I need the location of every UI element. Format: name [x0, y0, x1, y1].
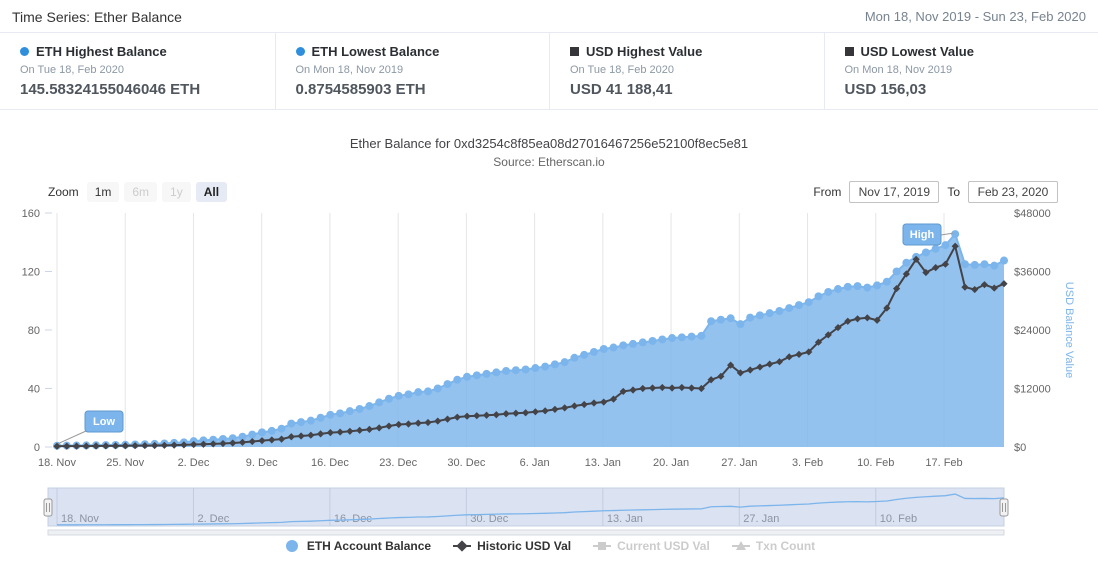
- svg-text:80: 80: [28, 325, 40, 337]
- svg-text:Low: Low: [93, 416, 115, 428]
- svg-text:16. Dec: 16. Dec: [311, 457, 349, 469]
- zoom-label: Zoom: [48, 185, 79, 199]
- stat-value: USD 41 188,41: [570, 81, 673, 98]
- zoom-button-1m[interactable]: 1m: [86, 182, 120, 202]
- legend-label: Txn Count: [755, 539, 816, 553]
- svg-text:$12000: $12000: [1014, 384, 1051, 396]
- header-date-range: Mon 18, Nov 2019 - Sun 23, Feb 2020: [864, 9, 1086, 24]
- stat-value: USD 156,03: [844, 81, 927, 98]
- svg-text:40: 40: [28, 384, 40, 396]
- page-header: Time Series: Ether Balance Mon 18, Nov 2…: [0, 0, 1098, 32]
- navigator-scrollbar[interactable]: [47, 529, 1005, 536]
- svg-text:10. Feb: 10. Feb: [880, 513, 917, 525]
- stat-card-usd-highest: USD Highest Value On Tue 18, Feb 2020 US…: [549, 33, 824, 109]
- svg-text:$24000: $24000: [1014, 325, 1051, 337]
- stat-label: ETH Lowest Balance: [311, 44, 440, 59]
- svg-text:27. Jan: 27. Jan: [743, 513, 779, 525]
- stat-value: 0.8754585903 ETH: [295, 81, 426, 98]
- legend-label: ETH Account Balance: [306, 539, 432, 553]
- main-chart-plot-area[interactable]: 18. Nov 25. Nov 2. Dec 9. Dec 16. Dec 23. Dec…: [0, 205, 1098, 480]
- stat-date: On Tue 18, Feb 2020: [570, 64, 674, 76]
- svg-text:$36000: $36000: [1014, 267, 1051, 279]
- stats-row: ETH Highest Balance On Tue 18, Feb 2020 …: [0, 32, 1098, 110]
- stat-label: ETH Highest Balance: [36, 44, 167, 59]
- svg-text:10. Feb: 10. Feb: [857, 457, 894, 469]
- svg-text:3. Feb: 3. Feb: [792, 457, 823, 469]
- from-date-input[interactable]: [849, 181, 940, 203]
- usd-series-square-icon: [570, 47, 579, 56]
- to-date-input[interactable]: [968, 181, 1058, 203]
- svg-text:18. Nov: 18. Nov: [38, 457, 76, 469]
- legend-square-icon: [593, 540, 612, 552]
- svg-text:USD Balance Value: USD Balance Value: [1063, 282, 1075, 378]
- stat-date: On Tue 18, Feb 2020: [20, 64, 124, 76]
- legend-item-eth-account-balance[interactable]: ETH Account Balance: [283, 539, 431, 553]
- svg-text:13. Jan: 13. Jan: [585, 457, 621, 469]
- stat-label: USD Highest Value: [586, 44, 703, 59]
- svg-text:27. Jan: 27. Jan: [721, 457, 757, 469]
- chart-legend: ETH Account Balance Historic USD Val Cur…: [0, 539, 1098, 553]
- page-title: Time Series: Ether Balance: [12, 9, 182, 25]
- svg-text:16. Dec: 16. Dec: [334, 513, 372, 525]
- svg-text:17. Feb: 17. Feb: [925, 457, 962, 469]
- svg-text:9. Dec: 9. Dec: [246, 457, 278, 469]
- svg-text:2. Dec: 2. Dec: [197, 513, 229, 525]
- navigator[interactable]: 18. Nov 2. Dec 16. Dec 30. Dec 13. Jan 27. Ja…: [0, 485, 1098, 537]
- legend-item-historic-usd-val[interactable]: Historic USD Val: [453, 539, 571, 553]
- legend-circle-icon: [283, 540, 301, 552]
- navigator-handle-right[interactable]: [999, 498, 1009, 517]
- stat-card-eth-highest: ETH Highest Balance On Tue 18, Feb 2020 …: [0, 33, 275, 109]
- zoom-controls: Zoom 1m 6m 1y All: [48, 182, 232, 202]
- legend-item-txn-count[interactable]: Txn Count: [731, 539, 816, 553]
- svg-text:2. Dec: 2. Dec: [178, 457, 210, 469]
- svg-text:High: High: [910, 229, 935, 241]
- svg-text:30. Dec: 30. Dec: [447, 457, 485, 469]
- stat-card-usd-lowest: USD Lowest Value On Mon 18, Nov 2019 USD…: [823, 33, 1098, 109]
- svg-text:6. Jan: 6. Jan: [520, 457, 550, 469]
- svg-text:0: 0: [34, 442, 40, 454]
- svg-text:25. Nov: 25. Nov: [106, 457, 144, 469]
- date-range-inputs: From To: [805, 181, 1058, 203]
- svg-text:20. Jan: 20. Jan: [653, 457, 689, 469]
- stat-value: 145.58324155046046 ETH: [20, 81, 201, 98]
- zoom-button-6m[interactable]: 6m: [124, 182, 158, 202]
- legend-diamond-icon: [453, 540, 472, 552]
- chart-title: Ether Balance for 0xd3254c8f85ea08d27016…: [349, 136, 749, 151]
- svg-text:23. Dec: 23. Dec: [379, 457, 417, 469]
- svg-text:$48000: $48000: [1014, 208, 1051, 220]
- legend-triangle-icon: [731, 540, 750, 552]
- svg-text:120: 120: [22, 267, 40, 279]
- navigator-handle-left[interactable]: [43, 498, 53, 517]
- chart-subtitle: Source: Etherscan.io: [493, 155, 605, 169]
- svg-text:18. Nov: 18. Nov: [61, 513, 99, 525]
- eth-series-dot-icon: [295, 47, 305, 56]
- svg-text:13. Jan: 13. Jan: [607, 513, 643, 525]
- eth-series-dot-icon: [20, 47, 29, 56]
- legend-item-current-usd-val[interactable]: Current USD Val: [593, 539, 710, 553]
- stat-date: On Mon 18, Nov 2019: [295, 64, 404, 76]
- zoom-button-all[interactable]: All: [195, 182, 228, 202]
- legend-label: Current USD Val: [617, 539, 710, 553]
- svg-text:$0: $0: [1014, 442, 1026, 454]
- flag-high: High: [902, 223, 942, 246]
- zoom-button-1y[interactable]: 1y: [162, 182, 191, 202]
- flag-low: Low: [84, 410, 124, 433]
- stat-label: USD Lowest Value: [860, 44, 974, 59]
- svg-text:160: 160: [22, 208, 40, 220]
- stat-date: On Mon 18, Nov 2019: [844, 64, 953, 76]
- to-label: To: [947, 185, 960, 199]
- usd-series-square-icon: [844, 47, 854, 56]
- svg-text:30. Dec: 30. Dec: [470, 513, 508, 525]
- stat-card-eth-lowest: ETH Lowest Balance On Mon 18, Nov 2019 0…: [274, 33, 550, 109]
- legend-label: Historic USD Val: [477, 539, 572, 553]
- from-label: From: [813, 185, 842, 199]
